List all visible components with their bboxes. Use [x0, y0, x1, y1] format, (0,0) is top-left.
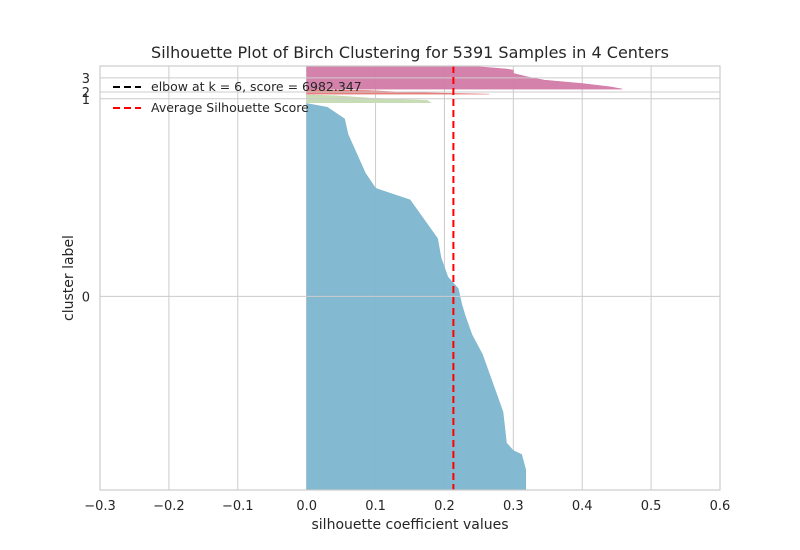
y-tick-label: 2 [82, 86, 90, 101]
x-tick-label: 0.0 [296, 499, 317, 514]
plot-frame [99, 65, 721, 491]
y-axis-ticks: 0 123 [82, 72, 90, 305]
chart-title: Silhouette Plot of Birch Clustering for … [151, 43, 669, 62]
legend: elbow at k = 6, score = 6982.347 Average… [113, 79, 362, 115]
x-tick-label: −0.1 [222, 499, 254, 514]
x-tick-label: 0.4 [572, 499, 593, 514]
x-tick-label: 0.2 [434, 499, 455, 514]
legend-elbow-label: elbow at k = 6, score = 6982.347 [151, 79, 362, 94]
y-tick-label: 1 [82, 93, 90, 108]
x-axis-label: silhouette coefficient values [312, 517, 509, 533]
horizontal-gridlines [100, 77, 720, 297]
legend-average-label: Average Silhouette Score [151, 100, 309, 115]
x-tick-label: 0.3 [503, 499, 524, 514]
x-tick-label: 0.1 [365, 499, 386, 514]
x-axis-ticks: −0.3 −0.2 −0.1 0.0 0.1 0.2 0.3 0.4 0.5 0.6 [84, 499, 730, 514]
x-tick-label: −0.3 [84, 499, 116, 514]
y-tick-label: 3 [82, 72, 90, 87]
y-tick-label: 0 [82, 290, 90, 305]
x-tick-label: 0.5 [641, 499, 662, 514]
x-tick-label: 0.6 [710, 499, 731, 514]
y-axis-label: cluster label [61, 235, 77, 321]
x-tick-label: −0.2 [153, 499, 185, 514]
